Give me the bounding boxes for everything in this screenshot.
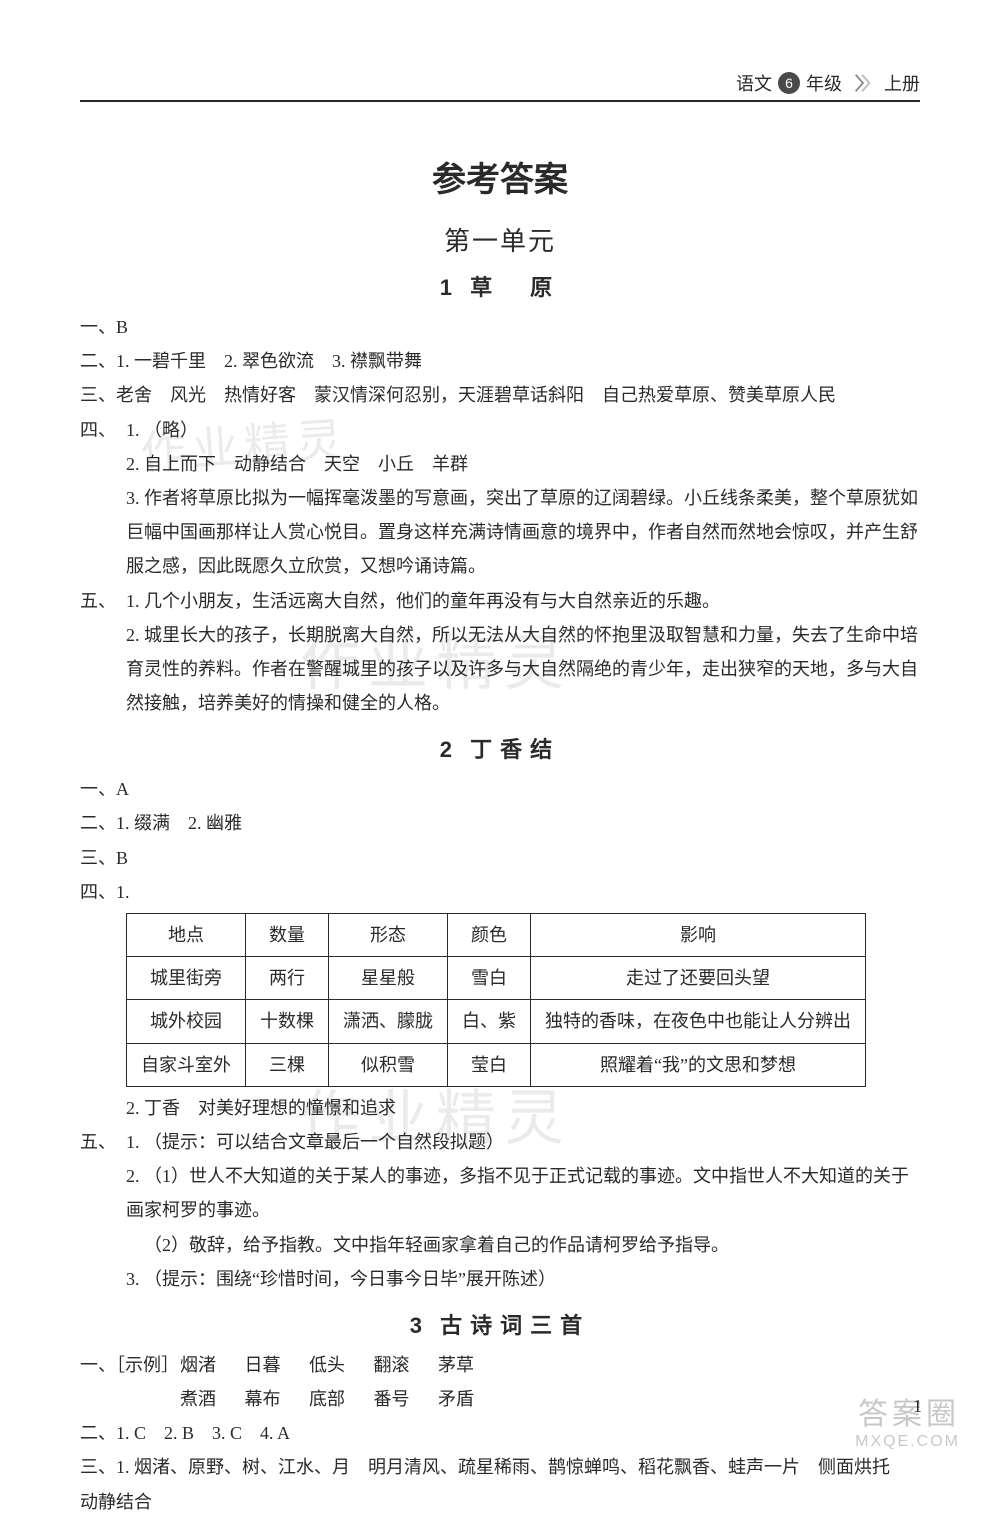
lesson-1-text: 草 原 — [470, 275, 560, 300]
l1-four-label: 四、 — [80, 413, 126, 447]
lesson-2-title: 2 丁香结 — [80, 732, 920, 764]
l1-three: 三、老舍 风光 热情好客 蒙汉情深何忍别，天涯碧草话斜阳 自己热爱草原、赞美草原… — [80, 378, 920, 412]
l2-one: 一、A — [80, 772, 920, 806]
main-title: 参考答案 — [80, 152, 920, 201]
l2-five-2-2: （2）敬辞，给予指教。文中指年轻画家拿着自己的作品请柯罗给予指导。 — [80, 1228, 920, 1262]
unit-title: 第一单元 — [80, 221, 920, 258]
l2-table: 地点 数量 形态 颜色 影响 城里街旁 两行 星星般 雪白 走过了还要回头望 城… — [126, 913, 866, 1087]
th: 形态 — [329, 914, 448, 957]
l3-one-row1: 烟渚 日暮 低头 翻滚 茅草 — [180, 1348, 920, 1382]
th: 颜色 — [448, 914, 531, 957]
l3-one-row2: 煮酒 幕布 底部 番号 矛盾 — [80, 1382, 920, 1416]
lesson-3-num: 3 — [410, 1313, 426, 1338]
lesson-2-num: 2 — [440, 737, 456, 762]
header-grade-suffix: 年级 — [806, 70, 842, 96]
lesson-3-text: 古诗词三首 — [440, 1313, 590, 1338]
th: 地点 — [127, 914, 246, 957]
l2-four-label: 四、1. — [80, 875, 920, 909]
l2-five-3: 3. （提示：围绕“珍惜时间，今日事今日毕”展开陈述） — [80, 1262, 920, 1296]
l2-three: 三、B — [80, 841, 920, 875]
page-header: 语文 6 年级 上册 — [80, 70, 920, 102]
lesson-3-answers: 一、［示例］ 烟渚 日暮 低头 翻滚 茅草 煮酒 幕布 底部 番号 矛盾 二、1… — [80, 1348, 920, 1519]
header-subject: 语文 — [736, 70, 772, 96]
th: 影响 — [531, 914, 866, 957]
header-volume: 上册 — [884, 70, 920, 96]
l2-four-2: 2. 丁香 对美好理想的憧憬和追求 — [80, 1091, 920, 1125]
l2-five-2-1: 2. （1）世人不大知道的关于某人的事迹，多指不见于正式记载的事迹。文中指世人不… — [80, 1159, 920, 1227]
l1-four-3: 3. 作者将草原比拟为一幅挥毫泼墨的写意画，突出了草原的辽阔碧绿。小丘线条柔美，… — [80, 481, 920, 584]
table-row: 自家斗室外 三棵 似积雪 莹白 照耀着“我”的文思和梦想 — [127, 1043, 866, 1086]
l1-two: 二、1. 一碧千里 2. 翠色欲流 3. 襟飘带舞 — [80, 344, 920, 378]
l3-two: 二、1. C 2. B 3. C 4. A — [80, 1416, 920, 1450]
table-header-row: 地点 数量 形态 颜色 影响 — [127, 914, 866, 957]
l2-five-1: 1. （提示：可以结合文章最后一个自然段拟题） — [126, 1125, 920, 1159]
l1-four-2: 2. 自上而下 动静结合 天空 小丘 羊群 — [80, 447, 920, 481]
l1-one: 一、B — [80, 310, 920, 344]
l1-five-1: 1. 几个小朋友，生活远离大自然，他们的童年再没有与大自然亲近的乐趣。 — [126, 584, 920, 618]
table-row: 城里街旁 两行 星星般 雪白 走过了还要回头望 — [127, 957, 866, 1000]
footer-wm-big: 答案圈 — [855, 1389, 960, 1433]
l2-two: 二、1. 缀满 2. 幽雅 — [80, 806, 920, 840]
l1-five-label: 五、 — [80, 584, 126, 618]
chevron-right-icon — [852, 72, 874, 94]
grade-badge: 6 — [778, 72, 800, 94]
lesson-2-answers: 一、A 二、1. 缀满 2. 幽雅 三、B 四、1. 地点 数量 形态 颜色 影… — [80, 772, 920, 1296]
lesson-1-num: 1 — [440, 275, 456, 300]
th: 数量 — [246, 914, 329, 957]
table-row: 城外校园 十数棵 潇洒、朦胧 白、紫 独特的香味，在夜色中也能让人分辨出 — [127, 1000, 866, 1043]
footer-watermark: 答案圈 MXQE.COM — [855, 1389, 960, 1451]
l3-three: 三、1. 烟渚、原野、树、江水、月 明月清风、疏星稀雨、鹊惊蝉鸣、稻花飘香、蛙声… — [80, 1450, 920, 1518]
l2-five-label: 五、 — [80, 1125, 126, 1159]
lesson-3-title: 3 古诗词三首 — [80, 1308, 920, 1340]
lesson-2-text: 丁香结 — [470, 737, 560, 762]
lesson-1-title: 1 草 原 — [80, 270, 920, 302]
footer-wm-small: MXQE.COM — [855, 1433, 960, 1451]
lesson-1-answers: 一、B 二、1. 一碧千里 2. 翠色欲流 3. 襟飘带舞 三、老舍 风光 热情… — [80, 310, 920, 720]
l1-four-1: 1. （略） — [126, 413, 920, 447]
l1-five-2: 2. 城里长大的孩子，长期脱离大自然，所以无法从大自然的怀抱里汲取智慧和力量，失… — [80, 618, 920, 721]
l3-one-label: 一、［示例］ — [80, 1348, 180, 1382]
